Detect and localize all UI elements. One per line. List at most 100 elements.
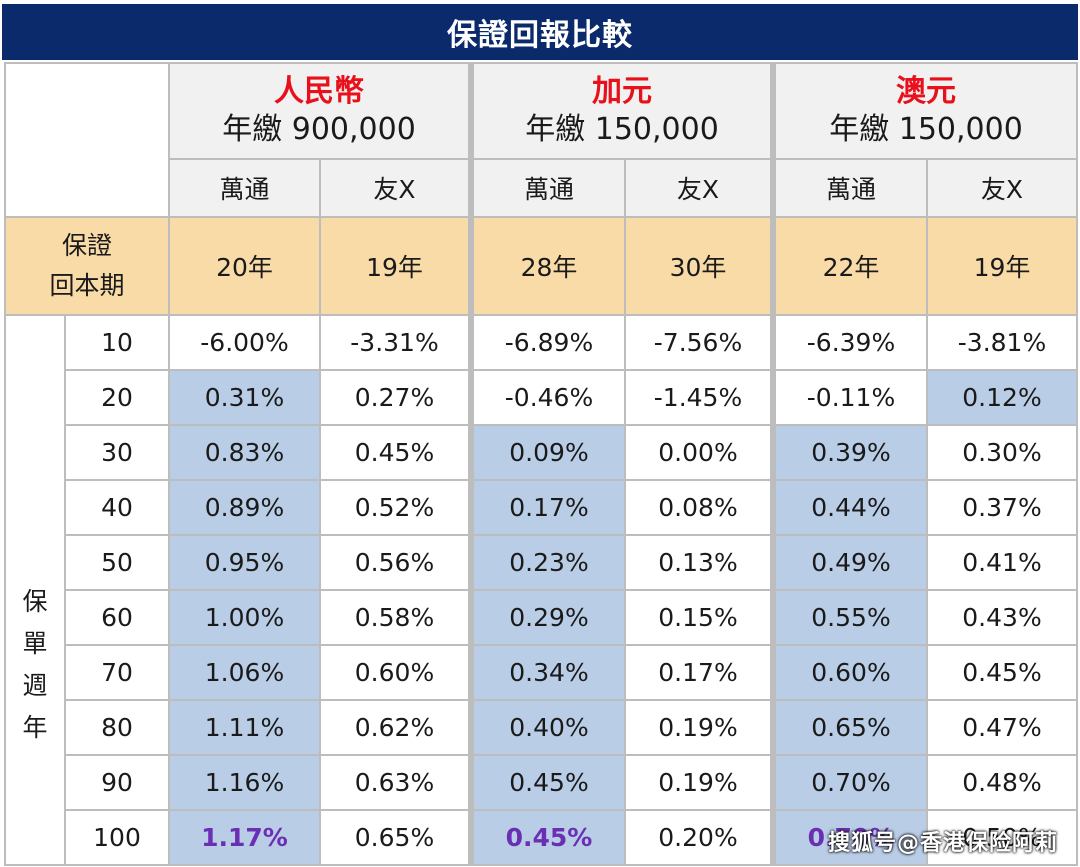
annual-premium: 年繳 900,000 [222,112,416,147]
return-rate-cell: 0.12% [926,369,1078,426]
return-rate-cell: 0.48% [926,754,1078,811]
breakeven-label: 保證 回本期 [4,216,170,316]
table-row: 50 0.95% 0.56% 0.23% 0.13% 0.49% 0.41% [5,534,1078,591]
policy-year-label-char: 單 [22,629,48,658]
return-rate-cell: 0.52% [319,479,472,536]
return-rate-cell: 0.09% [468,424,626,481]
return-rate-cell: 0.20% [624,809,774,866]
return-rate-cell: 0.13% [624,534,774,591]
policy-year: 40 [64,479,170,536]
company-header: 友X [926,158,1078,218]
return-rate-cell: -6.39% [770,314,928,371]
breakeven-value: 19年 [926,216,1078,316]
return-rate-cell: 0.45% [468,809,626,866]
policy-year-label-char: 年 [22,713,48,742]
return-rate-cell: 0.31% [168,369,321,426]
return-rate-cell: 0.19% [624,754,774,811]
return-rate-cell: 0.17% [468,479,626,536]
policy-year: 100 [64,809,170,866]
policy-year-label-char: 週 [22,671,48,700]
table-row: 保單週年 10 -6.00% -3.31% -6.89% -7.56% -6.39% -3.8… [4,314,1078,866]
policy-year: 20 [64,369,170,426]
corner-cell [4,62,170,218]
return-rate-cell: 0.17% [624,644,774,701]
return-rate-cell: 0.63% [319,754,472,811]
return-rate-cell: 0.30% [926,424,1078,481]
table-row: 90 1.16% 0.63% 0.45% 0.19% 0.70% 0.48% [5,754,1078,811]
return-rate-cell: -0.46% [468,369,626,426]
return-rate-cell: 0.60% [319,644,472,701]
return-rate-cell: 0.08% [624,479,774,536]
watermark: 搜狐号@香港保险阿莉 [827,831,1058,856]
breakeven-value: 19年 [319,216,472,316]
policy-year-label: 保單週年 [4,314,66,866]
company-header: 萬通 [468,158,626,218]
currency-header-cad: 加元 年繳 150,000 [468,62,774,160]
return-rate-cell: -3.81% [926,314,1078,371]
currency-name: 加元 [592,74,652,109]
policy-year: 10 [64,314,170,371]
return-rate-cell: -7.56% [624,314,774,371]
return-rate-cell: 0.44% [770,479,928,536]
return-rate-cell: 0.49% [770,534,928,591]
currency-header-rmb: 人民幣 年繳 900,000 [168,62,472,160]
return-rate-cell: 0.70% [770,754,928,811]
return-rate-cell: 0.47% [926,699,1078,756]
return-rate-cell: 0.45% [468,754,626,811]
policy-year: 30 [64,424,170,481]
table-row: 40 0.89% 0.52% 0.17% 0.08% 0.44% 0.37% [5,479,1078,536]
return-rate-cell: 1.00% [168,589,321,646]
return-rate-cell: 0.37% [926,479,1078,536]
annual-premium: 年繳 150,000 [829,112,1023,147]
table-row: 60 1.00% 0.58% 0.29% 0.15% 0.55% 0.43% [5,589,1078,646]
return-rate-cell: 0.45% [926,644,1078,701]
breakeven-value: 22年 [770,216,928,316]
return-rate-cell: 0.43% [926,589,1078,646]
policy-year: 90 [64,754,170,811]
return-rate-cell: 0.40% [468,699,626,756]
return-rate-cell: 0.27% [319,369,472,426]
return-rate-cell: 0.65% [319,809,472,866]
company-header: 萬通 [168,158,321,218]
return-rate-cell: 0.34% [468,644,626,701]
return-rate-cell: 0.29% [468,589,626,646]
currency-name: 澳元 [896,74,956,109]
return-rate-cell: -0.11% [770,369,928,426]
return-rate-cell: 0.62% [319,699,472,756]
breakeven-value: 20年 [168,216,321,316]
company-header: 友X [624,158,774,218]
return-rate-cell: 0.83% [168,424,321,481]
return-rate-cell: 0.00% [624,424,774,481]
return-rate-cell: 0.95% [168,534,321,591]
return-rate-cell: 0.65% [770,699,928,756]
return-rate-cell: -6.00% [168,314,321,371]
breakeven-label-line2: 回本期 [49,271,125,300]
table-title: 保證回報比較 [2,4,1078,60]
table-row: 20 0.31% 0.27% -0.46% -1.45% -0.11% 0.12% [5,369,1078,426]
return-rate-cell: 0.23% [468,534,626,591]
return-rate-cell: 0.60% [770,644,928,701]
return-rate-cell: 0.15% [624,589,774,646]
table-row: 70 1.06% 0.60% 0.34% 0.17% 0.60% 0.45% [5,644,1078,701]
return-rate-cell: 0.45% [319,424,472,481]
table-row: 100 1.17% 0.65% 0.45% 0.20% 0.70% 0.50% [5,809,1078,866]
policy-year-label-char: 保 [22,587,48,616]
return-rate-cell: -3.31% [319,314,472,371]
breakeven-value: 30年 [624,216,774,316]
table-row: 80 1.11% 0.62% 0.40% 0.19% 0.65% 0.47% [5,699,1078,756]
return-rate-cell: 0.56% [319,534,472,591]
breakeven-value: 28年 [468,216,626,316]
currency-header-aud: 澳元 年繳 150,000 [770,62,1078,160]
annual-premium: 年繳 150,000 [525,112,719,147]
return-rate-cell: 0.19% [624,699,774,756]
return-rate-cell: -1.45% [624,369,774,426]
return-rate-cell: 0.55% [770,589,928,646]
return-rate-cell: 0.58% [319,589,472,646]
return-rate-cell: 0.50% [926,809,1078,866]
return-rate-cell: 0.39% [770,424,928,481]
return-rate-cell: 1.06% [168,644,321,701]
policy-year: 50 [64,534,170,591]
return-rate-cell: 0.89% [168,479,321,536]
return-rate-cell: 0.70% [770,809,928,866]
policy-year: 80 [64,699,170,756]
